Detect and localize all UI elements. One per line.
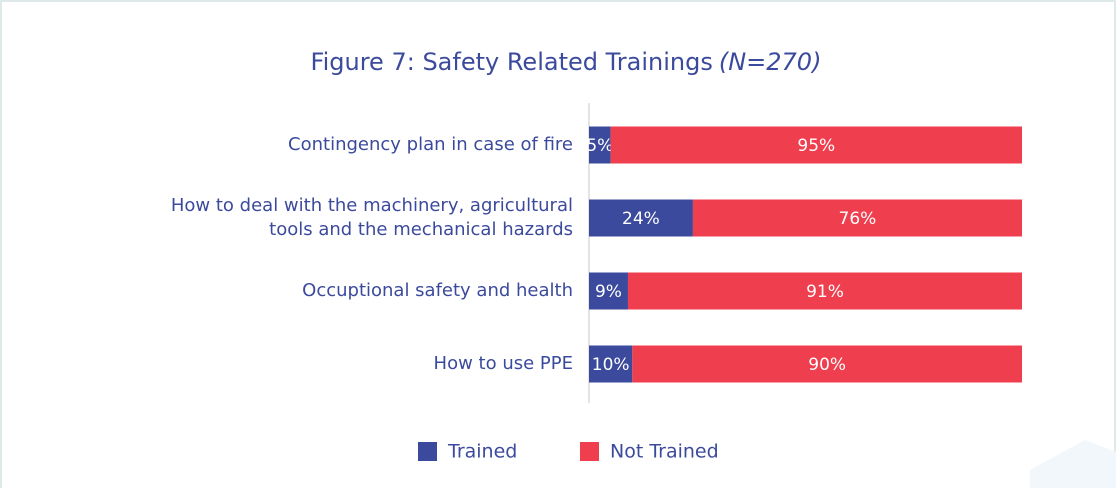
y-tick-label-line: How to deal with the machinery, agricult… xyxy=(171,195,573,216)
bar-segment xyxy=(589,199,693,237)
legend-swatch xyxy=(580,442,599,461)
data-label: 24% xyxy=(622,209,660,229)
data-label: 95% xyxy=(797,136,835,156)
y-tick-label: How to deal with the machinery, agricult… xyxy=(171,195,573,240)
bar-segment xyxy=(610,126,1022,164)
data-label: 90% xyxy=(808,355,846,375)
title-main: Figure 7: Safety Related Trainings xyxy=(311,48,713,76)
decoration xyxy=(1030,440,1116,488)
y-tick-label-line: tools and the mechanical hazards xyxy=(269,219,573,240)
legend-label: Trained xyxy=(447,441,517,463)
data-label: 5% xyxy=(586,136,613,156)
legend-label: Not Trained xyxy=(610,441,719,463)
chart-title: Figure 7: Safety Related Trainings (N=270… xyxy=(311,48,822,76)
bar-segment xyxy=(632,345,1022,383)
data-label: 91% xyxy=(806,282,844,302)
y-tick-label: Contingency plan in case of fire xyxy=(288,134,573,155)
bar-segment xyxy=(692,199,1022,237)
title-note: (N=270) xyxy=(719,48,822,76)
data-label: 76% xyxy=(839,209,877,229)
data-label: 9% xyxy=(595,282,622,302)
bar-segment xyxy=(589,345,633,383)
bar-segment xyxy=(589,272,628,310)
legend-swatch xyxy=(418,442,437,461)
bar-segment xyxy=(589,126,611,164)
y-tick-label: Occuptional safety and health xyxy=(302,280,573,301)
bar-segment xyxy=(627,272,1022,310)
y-tick-label: How to use PPE xyxy=(434,353,573,374)
data-label: 10% xyxy=(592,355,630,375)
